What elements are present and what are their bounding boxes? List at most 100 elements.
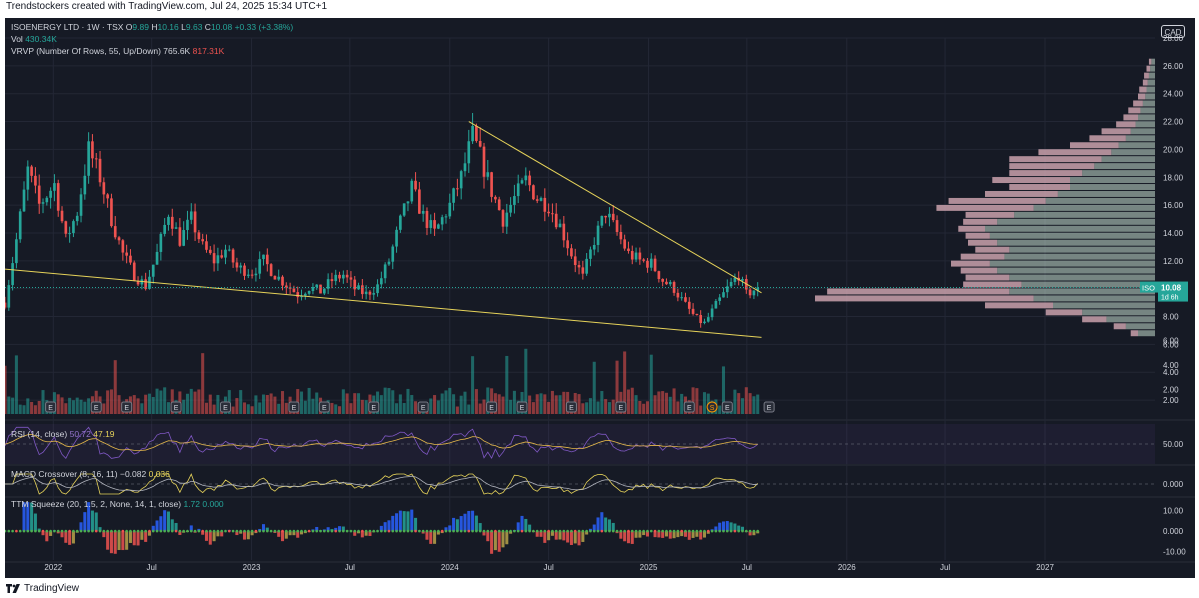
ttm-squeeze-dot xyxy=(661,529,664,533)
ttm-squeeze-dot xyxy=(72,529,75,533)
ttm-momentum-bar xyxy=(455,519,459,532)
event-marker-label: E xyxy=(489,405,494,412)
ttm-squeeze-dot xyxy=(444,529,448,533)
ttm-momentum-bar xyxy=(725,521,729,532)
ttm-squeeze-dot xyxy=(239,529,242,533)
volume-bar xyxy=(634,395,638,414)
volume-bar xyxy=(596,401,600,414)
symbol-legend[interactable]: ISOENERGY LTD · 1W · TSX O9.89 H10.16 L9… xyxy=(11,22,293,32)
volume-profile-down-bar xyxy=(1133,100,1143,107)
symbol-name[interactable]: ISOENERGY LTD · 1W · TSX xyxy=(11,22,124,32)
volume-bar xyxy=(56,394,60,414)
currency-badge[interactable]: CAD xyxy=(1161,25,1185,38)
volume-bar xyxy=(718,405,722,414)
candle-body xyxy=(722,292,725,298)
candle-body xyxy=(456,188,459,190)
volume-bar xyxy=(737,393,741,414)
ttm-momentum-bar xyxy=(737,525,741,532)
candle-body xyxy=(570,248,573,257)
volume-profile-up-bar xyxy=(1057,190,1155,197)
volume-profile-down-bar xyxy=(1009,163,1095,170)
footer: TradingView xyxy=(6,580,79,596)
ttm-momentum-bar xyxy=(353,531,357,536)
ttm-squeeze-dot xyxy=(64,529,68,533)
volume-bar xyxy=(721,366,726,414)
candle-body xyxy=(296,292,300,298)
ttm-momentum-bar xyxy=(467,510,471,532)
ttm-momentum-bar xyxy=(592,524,596,532)
ttm-squeeze-dot xyxy=(338,529,341,533)
ttm-squeeze-dot xyxy=(243,529,246,533)
candle-body xyxy=(482,146,486,177)
candle-body xyxy=(558,223,562,228)
ttm-momentum-bar xyxy=(140,531,144,540)
ttm-squeeze-dot xyxy=(49,529,52,533)
chart-area[interactable]: 2022 Jul 2023 Jul 2024 Jul 2025 Jul 2026 Jul 2027 2… xyxy=(5,18,1195,578)
event-marker-label: E xyxy=(520,405,525,412)
chart-canvas[interactable]: 2022 Jul 2023 Jul 2024 Jul 2025 Jul 2026 Jul 2027 2… xyxy=(5,18,1195,578)
ttm-momentum-bar xyxy=(246,531,250,540)
candle-body xyxy=(205,241,208,250)
volume-bar xyxy=(87,398,91,414)
ttm-squeeze-dot xyxy=(266,529,269,533)
volume-bar xyxy=(360,399,364,414)
candle-body xyxy=(516,183,520,197)
ttm-squeeze-dot xyxy=(657,529,661,533)
ttm-momentum-bar xyxy=(26,502,30,532)
x-tick-label: Jul xyxy=(147,563,157,572)
volume-profile-up-bar xyxy=(1009,288,1155,295)
volume-bar xyxy=(14,355,18,414)
candle-body xyxy=(611,213,615,221)
volume-bar xyxy=(182,399,186,414)
price-tick-label: 18.00 xyxy=(1163,173,1184,182)
ttm-squeeze-dot xyxy=(429,529,433,533)
ttm-squeeze-dot xyxy=(155,529,159,533)
ttm-squeeze-dot xyxy=(285,529,288,533)
vrvp-legend[interactable]: VRVP (Number Of Rows, 55, Up/Down) 765.6… xyxy=(11,46,224,56)
ttm-legend[interactable]: TTM Squeeze (20, 1.5, 2, None, 14, 1, cl… xyxy=(11,499,224,509)
candle-body xyxy=(250,274,254,276)
ttm-squeeze-dot xyxy=(342,529,345,533)
ttm-squeeze-dot xyxy=(535,529,539,533)
ttm-momentum-bar xyxy=(600,512,604,532)
ttm-squeeze-dot xyxy=(703,529,706,533)
event-marker-label: E xyxy=(725,405,730,412)
ttm-squeeze-dot xyxy=(288,529,292,533)
volume-bar xyxy=(26,398,30,414)
volume-bar xyxy=(577,394,581,414)
ttm-momentum-bar xyxy=(687,531,691,540)
candle-body xyxy=(208,249,212,254)
ttm-squeeze-dot xyxy=(653,529,657,533)
price-tick-label: 20.00 xyxy=(1163,145,1184,154)
macd-legend[interactable]: MACD Crossover (8, 16, 11) −0.082 0.036 xyxy=(11,469,170,479)
earnings-event-marker xyxy=(90,401,102,413)
ttm-label: TTM Squeeze (20, 1.5, 2, None, 14, 1, cl… xyxy=(11,499,182,509)
ttm-momentum-bar xyxy=(528,524,532,532)
volume-bar xyxy=(699,405,703,414)
volume-profile-up-bar xyxy=(1140,107,1155,114)
volume-bar xyxy=(657,391,661,414)
last-price-badge xyxy=(1158,281,1188,302)
ttm-squeeze-dot xyxy=(623,529,626,533)
volume-bar xyxy=(216,394,220,414)
volume-profile-down-bar xyxy=(1009,184,1070,190)
volume-bar xyxy=(752,396,756,414)
volume-legend[interactable]: Vol 430.34K xyxy=(11,34,57,44)
volume-bar xyxy=(235,398,239,414)
ttm-squeeze-dot xyxy=(756,529,760,533)
candle-body xyxy=(748,289,752,296)
ttm-squeeze-dot xyxy=(387,529,391,533)
volume-profile-down-bar xyxy=(965,232,990,239)
ttm-squeeze-dot xyxy=(60,529,64,533)
ttm-momentum-bar xyxy=(680,531,684,537)
volume-bar xyxy=(630,387,634,414)
volume-bar xyxy=(414,401,418,414)
ttm-momentum-bar xyxy=(163,510,167,532)
volume-profile-down-bar xyxy=(1113,323,1126,330)
ttm-momentum-bar xyxy=(368,531,372,536)
rsi-legend[interactable]: RSI (14, close) 50.72 47.19 xyxy=(11,429,115,439)
volume-profile-down-bar xyxy=(1038,149,1112,156)
ttm-squeeze-dot xyxy=(456,529,459,533)
candle-body xyxy=(478,140,482,147)
ttm-momentum-bar xyxy=(284,531,288,539)
